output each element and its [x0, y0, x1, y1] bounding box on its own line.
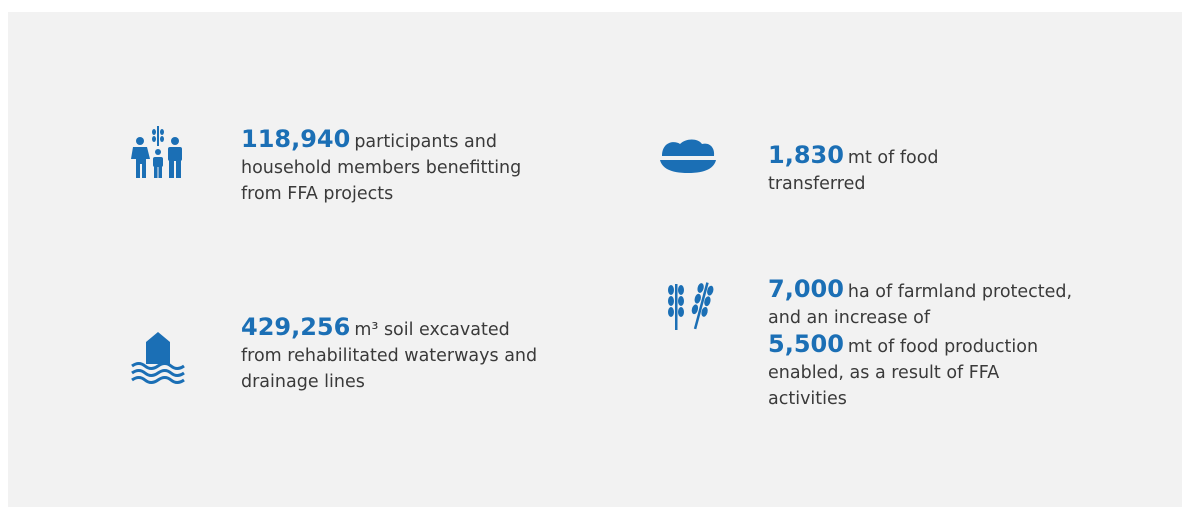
stat-text: mt of food production enabled, as a resu… — [768, 337, 1039, 409]
family-icon — [131, 126, 182, 178]
stat-number: 1,830 — [768, 141, 844, 169]
stat-text: m³ soil excavated from rehabilitated wat… — [241, 320, 538, 392]
stat-number: 7,000 — [768, 275, 844, 303]
stat-item: 1,830 mt of food transferred — [768, 142, 998, 197]
stat-number: 118,940 — [241, 125, 351, 153]
stat-number: 5,500 — [768, 330, 844, 358]
stat-text: mt of food transferred — [768, 148, 939, 194]
panel — [8, 12, 1182, 507]
stat-number: 429,256 — [241, 313, 351, 341]
stat-text: participants and household members benef… — [241, 132, 522, 204]
stat-text: ha of farmland protected, and an increas… — [768, 282, 1073, 328]
stat-item: 429,256 m³ soil excavated from rehabilita… — [241, 314, 551, 395]
stat-item: 7,000 ha of farmland protected, and an in… — [768, 276, 1078, 412]
food-bowl-icon — [660, 139, 716, 173]
wheat-icon — [668, 282, 714, 330]
stat-item: 118,940 participants and household member… — [241, 126, 541, 207]
house-water-icon — [131, 332, 185, 384]
